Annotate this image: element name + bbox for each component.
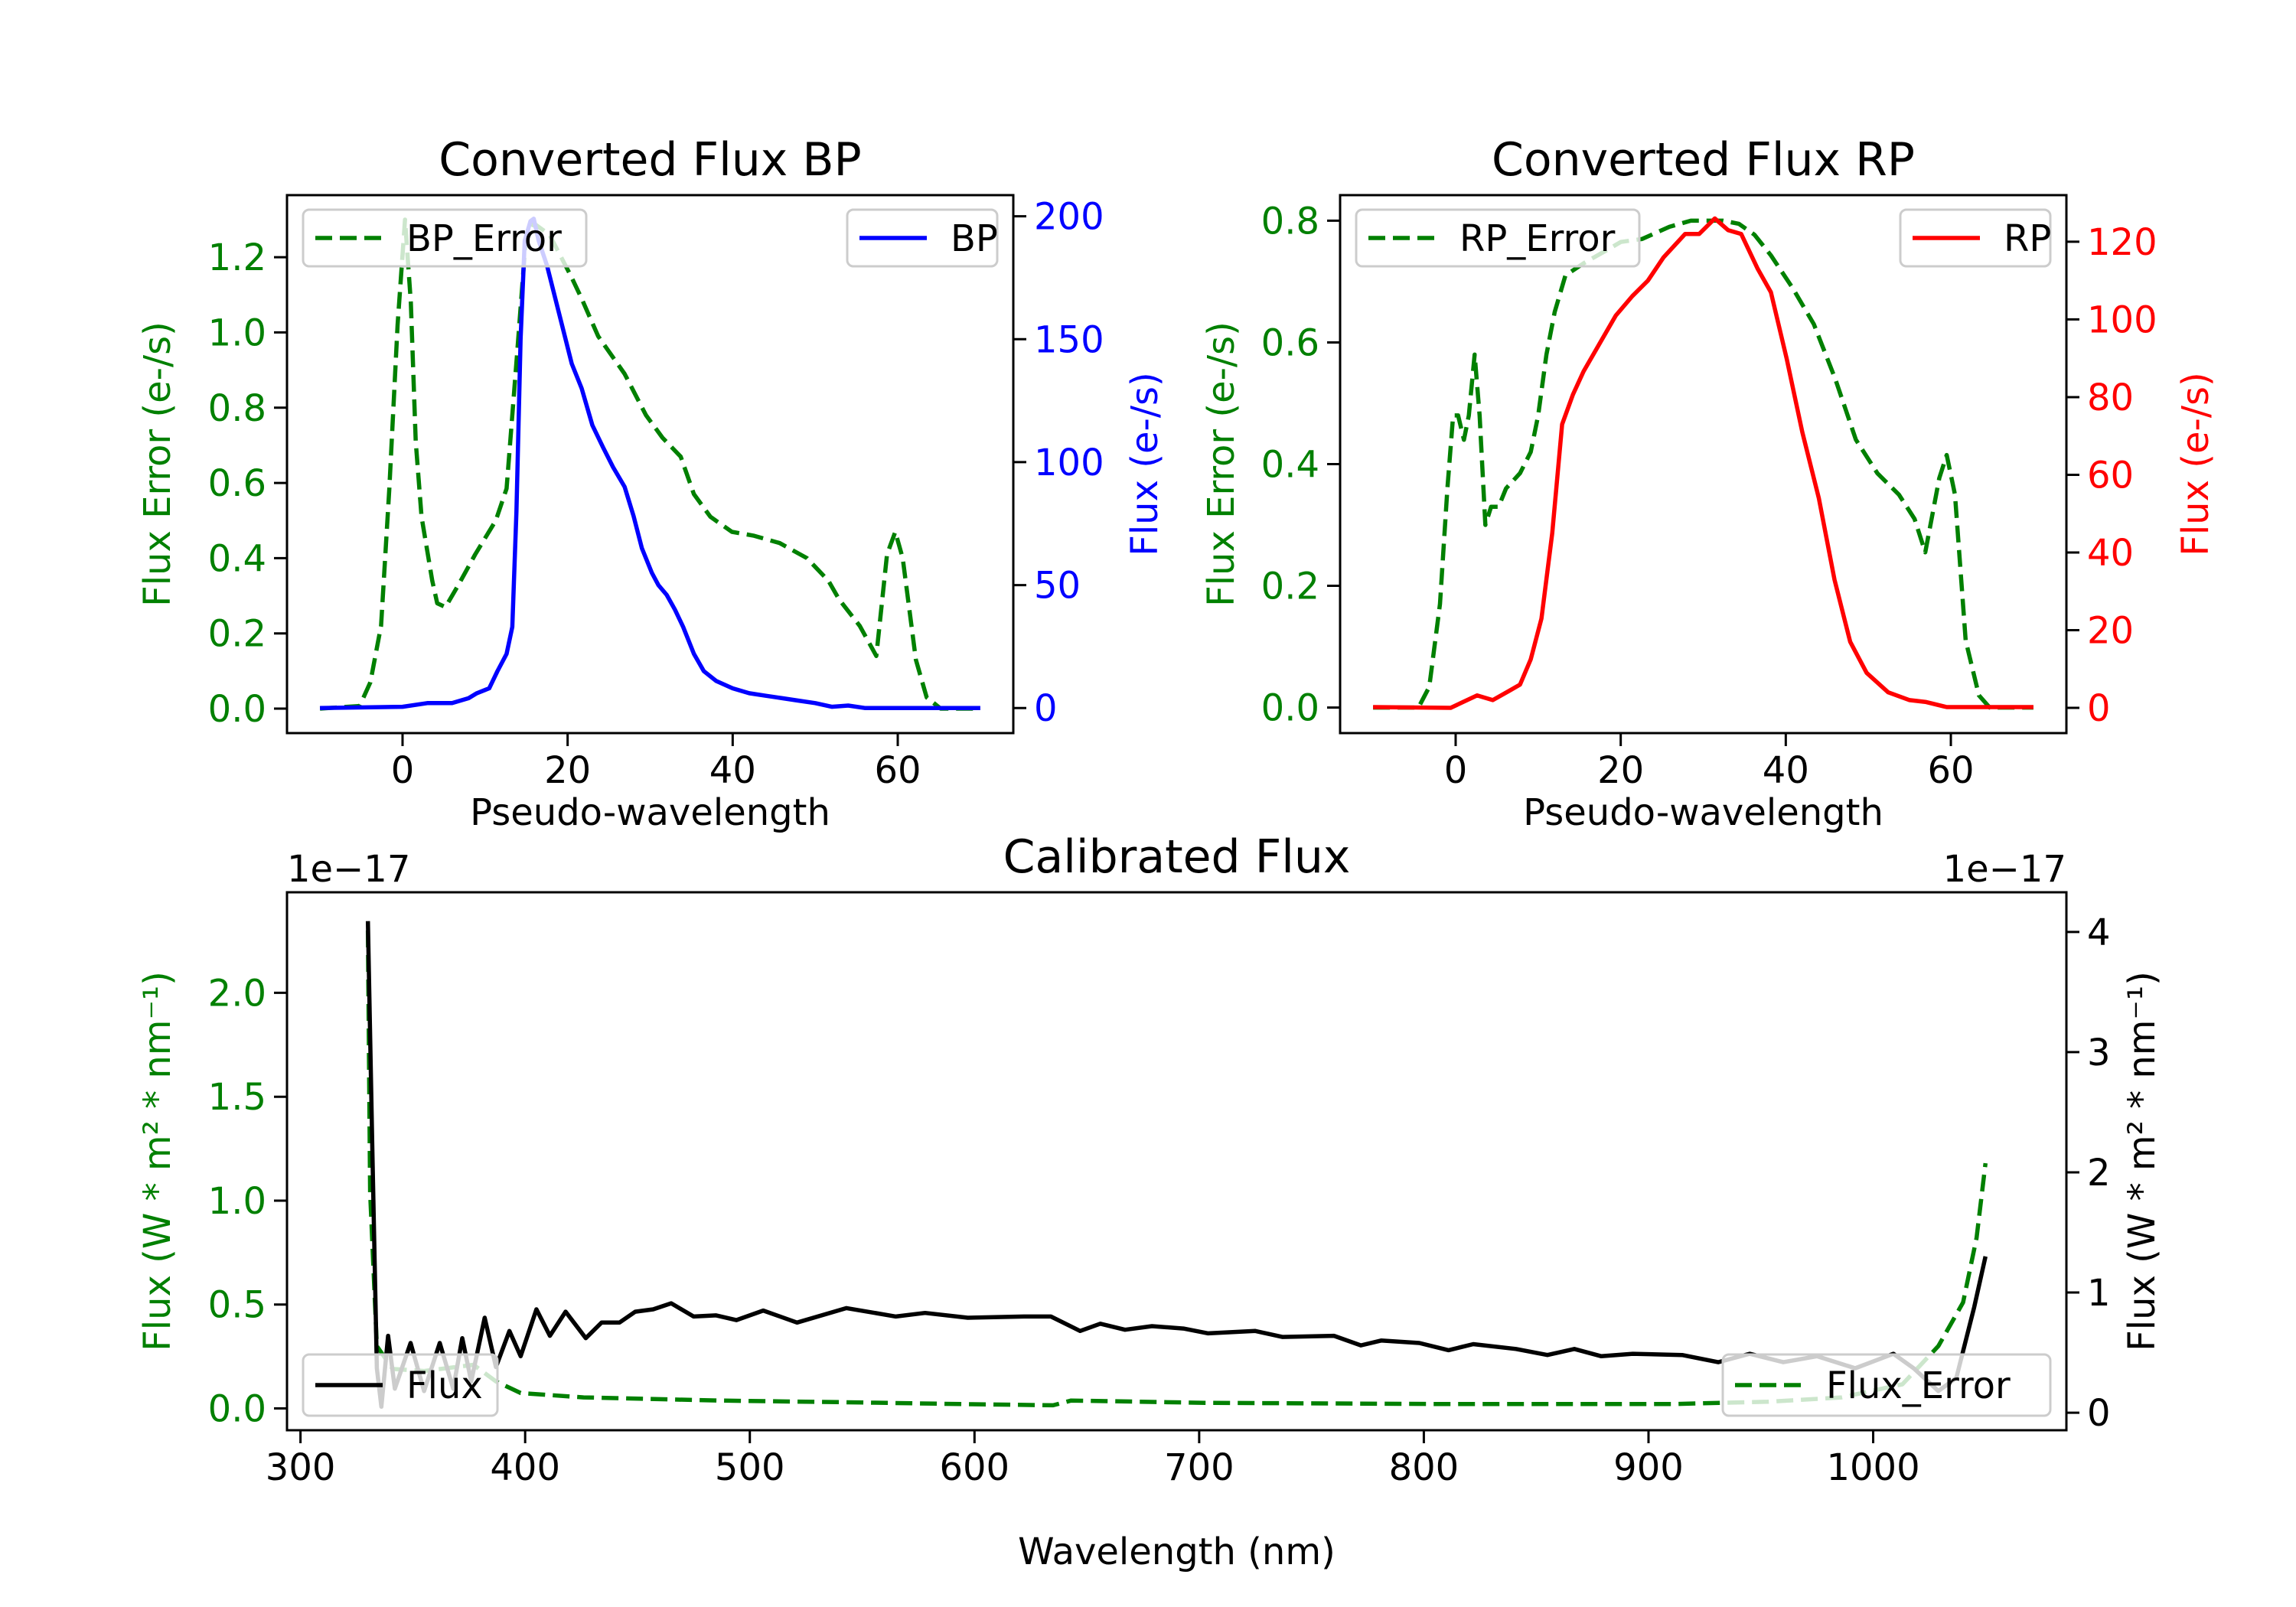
x-tick-label: 300 [266, 1446, 336, 1489]
y-right-tick-label: 40 [2087, 532, 2134, 575]
legend-bp: BP [846, 208, 999, 268]
y-left-tick-label: 0.5 [208, 1284, 266, 1327]
y-right-tick-label: 200 [1034, 196, 1104, 239]
series-rp-error-line [1373, 218, 2033, 710]
y-right-tick-label: 1 [2087, 1272, 2111, 1315]
y-left-tick-label: 1.5 [208, 1076, 266, 1119]
legend-label: BP [951, 217, 998, 260]
x-tick-label: 0 [1444, 749, 1468, 792]
series-flux-line [365, 921, 1988, 1409]
y-right-tick-label: 100 [1034, 442, 1104, 484]
legend-flux-error: Flux_Error [1721, 1353, 2052, 1417]
y-left-tick-label: 1.2 [208, 236, 266, 279]
x-tick-label: 60 [874, 749, 921, 792]
y-left-tick-label: 0.6 [208, 462, 266, 505]
y-left-axis-label: Flux Error (e-/s) [136, 321, 179, 607]
x-tick-label: 20 [544, 749, 591, 792]
y-right-tick-label: 3 [2087, 1032, 2111, 1074]
chart-title: Calibrated Flux [1003, 830, 1351, 884]
axes-frame [285, 891, 2068, 1432]
y-left-tick-label: 1.0 [208, 1180, 266, 1223]
y-right-tick-label: 50 [1034, 565, 1081, 608]
y-left-tick-label: 0.8 [208, 387, 266, 430]
series-bp-error-line [319, 217, 980, 711]
y-left-tick-label: 0.4 [1261, 444, 1319, 487]
x-tick-label: 40 [709, 749, 756, 792]
y-right-offset-label: 1e−17 [1943, 848, 2066, 891]
x-tick-label: 40 [1763, 749, 1809, 792]
y-right-tick-label: 60 [2087, 454, 2134, 497]
x-axis-label: Pseudo-wavelength [470, 791, 830, 834]
y-left-tick-label: 0.4 [208, 537, 266, 580]
chart-title: Converted Flux BP [439, 133, 861, 187]
legend-label: RP [2004, 217, 2051, 260]
y-right-tick-label: 100 [2087, 298, 2157, 341]
legend-box [1355, 208, 1641, 268]
y-right-tick-label: 120 [2087, 221, 2157, 264]
y-left-tick-label: 0.8 [1261, 200, 1319, 243]
legend-label: RP_Error [1459, 217, 1616, 260]
x-tick-label: 0 [391, 749, 415, 792]
legend-flux: Flux [302, 1353, 499, 1417]
x-tick-label: 800 [1389, 1446, 1459, 1489]
x-tick-label: 500 [715, 1446, 785, 1489]
x-tick-label: 600 [939, 1446, 1009, 1489]
y-left-tick-label: 0.2 [1261, 566, 1319, 608]
y-right-tick-label: 150 [1034, 318, 1104, 361]
series-bp-line [320, 217, 980, 710]
x-tick-label: 1000 [1826, 1446, 1919, 1489]
y-left-tick-label: 2.0 [208, 972, 266, 1015]
x-tick-label: 60 [1927, 749, 1974, 792]
y-right-tick-label: 80 [2087, 376, 2134, 419]
axes-frame [1339, 194, 2068, 735]
chart-bp: 0 20 40 60 0.0 0.2 0.4 0.6 0.8 1.0 1.2 0 50 100 150 200… [136, 133, 1166, 834]
chart-cal: 300 400 500 600 700 800 900 1000 0.0 0.5 1.0 1.5 2.0… [136, 830, 2164, 1573]
y-left-tick-label: 0.0 [208, 688, 266, 731]
legend-rp: RP [1899, 208, 2052, 268]
y-left-tick-label: 0.6 [1261, 321, 1319, 364]
y-right-axis-label: Flux (W * m² * nm⁻¹) [2121, 971, 2164, 1351]
y-left-tick-label: 0.2 [208, 613, 266, 656]
x-tick-label: 700 [1164, 1446, 1234, 1489]
y-left-axis-label: Flux Error (e-/s) [1200, 321, 1243, 607]
legend-box [1721, 1353, 2052, 1417]
y-right-tick-label: 2 [2087, 1152, 2111, 1195]
y-left-tick-label: 0.0 [1261, 687, 1319, 730]
legend-box [302, 208, 588, 268]
x-tick-label: 20 [1597, 749, 1644, 792]
y-right-tick-label: 20 [2087, 609, 2134, 652]
legend-label: Flux [406, 1364, 483, 1407]
series-flux-error-line [365, 930, 1988, 1408]
axes-frame [285, 194, 1015, 735]
legend-label: BP_Error [406, 217, 562, 260]
legend-rp-error: RP_Error [1355, 208, 1641, 268]
chart-rp: 0 20 40 60 0.0 0.2 0.4 0.6 0.8 0 20 40 60 80 100 120 Con… [1200, 133, 2217, 834]
y-right-tick-label: 0 [1034, 687, 1058, 730]
x-tick-label: 900 [1613, 1446, 1684, 1489]
legend-box [302, 1353, 499, 1417]
y-left-offset-label: 1e−17 [287, 848, 410, 891]
y-left-axis-label: Flux (W * m² * nm⁻¹) [136, 971, 179, 1351]
legend-bp-error: BP_Error [302, 208, 588, 268]
series-rp-line [1373, 216, 2033, 710]
y-right-axis-label: Flux (e-/s) [1124, 372, 1166, 556]
x-axis-label: Wavelength (nm) [1018, 1530, 1336, 1573]
x-axis-label: Pseudo-wavelength [1523, 791, 1883, 834]
y-left-tick-label: 0.0 [208, 1387, 266, 1430]
y-right-tick-label: 0 [2087, 687, 2111, 730]
y-right-tick-label: 0 [2087, 1392, 2111, 1435]
x-tick-label: 400 [490, 1446, 560, 1489]
y-right-tick-label: 4 [2087, 911, 2111, 954]
chart-title: Converted Flux RP [1492, 133, 1915, 187]
legend-label: Flux_Error [1826, 1364, 2011, 1407]
y-right-axis-label: Flux (e-/s) [2174, 372, 2217, 556]
y-left-tick-label: 1.0 [208, 311, 266, 354]
